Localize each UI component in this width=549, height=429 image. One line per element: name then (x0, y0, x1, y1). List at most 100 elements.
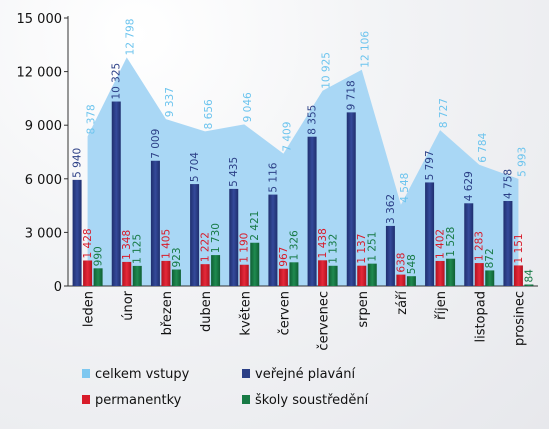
bar-1-4 (239, 264, 249, 286)
x-axis-ticks: leden únor březen duben květen červen červenec… (82, 290, 528, 350)
bar-0-0 (72, 179, 82, 286)
bar-2-11 (524, 284, 534, 286)
bar-0-4 (229, 188, 239, 286)
bar-2-3 (211, 255, 221, 286)
bar-label-2-2: 923 (171, 247, 183, 267)
area-label-5: 7 409 (281, 122, 293, 152)
bar-label-2-11: 84 (523, 269, 535, 283)
bar-label-1-1: 1 348 (121, 230, 133, 260)
bar-label-0-2: 7 009 (150, 129, 162, 159)
y-tick-label: 9 000 (25, 119, 62, 134)
legend-swatch-2 (82, 395, 90, 404)
bar-label-1-10: 1 283 (474, 231, 486, 261)
x-tick-label-1: únor (121, 290, 136, 320)
bar-label-1-4: 1 190 (239, 233, 251, 263)
bar-2-8 (406, 276, 416, 286)
bar-1-3 (200, 264, 210, 286)
bar-label-0-11: 4 758 (502, 169, 514, 199)
bar-label-0-8: 3 362 (385, 194, 397, 224)
bar-1-0 (83, 260, 93, 286)
bar-label-0-4: 5 435 (228, 157, 240, 187)
bar-label-0-0: 5 940 (72, 148, 84, 178)
bar-0-7 (346, 112, 356, 286)
y-tick-label: 3 000 (25, 226, 62, 241)
bar-label-2-3: 1 730 (210, 223, 222, 253)
bar-label-1-2: 1 405 (160, 229, 172, 259)
bar-label-2-0: 990 (93, 246, 105, 266)
bar-2-5 (289, 262, 299, 286)
bar-label-2-7: 1 251 (367, 232, 379, 262)
x-tick-label-4: květen (238, 291, 253, 336)
bar-1-6 (318, 260, 328, 286)
legend-label-3: školy soustředění (255, 393, 369, 408)
bar-2-0 (93, 268, 103, 286)
bar-label-0-5: 5 116 (267, 162, 279, 192)
legend-swatch-0 (82, 369, 90, 378)
bar-2-9 (446, 258, 456, 286)
x-tick-label-7: srpen (356, 291, 371, 328)
bar-2-2 (171, 269, 181, 286)
bar-0-11 (503, 200, 513, 286)
bar-0-1 (111, 101, 121, 286)
bar-1-9 (435, 260, 445, 286)
bar-1-1 (122, 261, 132, 286)
bar-label-2-9: 1 528 (445, 227, 457, 257)
bars-layer (72, 101, 534, 286)
bar-2-6 (328, 265, 338, 286)
area-label-8: 4 548 (399, 173, 411, 203)
bar-0-5 (268, 194, 278, 286)
x-tick-label-2: březen (160, 291, 175, 335)
x-tick-label-0: leden (82, 291, 97, 327)
bar-1-5 (278, 268, 288, 286)
area-label-3: 8 656 (203, 99, 215, 129)
bar-label-1-5: 967 (278, 247, 290, 267)
bar-0-9 (425, 182, 435, 286)
bar-1-10 (474, 263, 484, 286)
bar-label-0-6: 8 355 (307, 105, 319, 135)
bar-label-1-7: 1 137 (356, 234, 368, 264)
x-tick-label-9: říjen (434, 291, 449, 320)
area-label-0: 8 378 (86, 104, 98, 134)
legend-label-1: veřejné plavání (255, 367, 355, 382)
legend-label-0: celkem vstupy (95, 367, 190, 382)
y-tick-label: 6 000 (25, 173, 62, 188)
area-label-10: 6 784 (477, 132, 489, 162)
bar-2-10 (485, 270, 495, 286)
bar-0-3 (190, 184, 200, 286)
legend-label-2: permanentky (95, 393, 182, 408)
bar-label-0-1: 10 325 (111, 63, 123, 100)
legend-swatch-1 (242, 369, 250, 378)
bar-label-2-4: 2 421 (249, 211, 261, 241)
y-tick-label: 12 000 (17, 66, 63, 81)
bar-1-2 (161, 260, 171, 286)
bar-label-0-10: 4 629 (463, 171, 475, 201)
axes: 0 3 000 6 000 9 000 12 000 15 000 (17, 12, 538, 295)
bar-1-11 (513, 265, 523, 286)
legend: celkem vstupy veřejné plavání permanentky š… (82, 367, 369, 408)
bar-label-1-6: 1 438 (317, 228, 329, 258)
bar-0-10 (464, 203, 474, 286)
bar-label-0-7: 9 718 (346, 80, 358, 110)
bar-label-1-11: 1 151 (513, 233, 525, 263)
x-tick-label-6: červenec (317, 291, 332, 351)
bar-label-2-5: 1 326 (288, 230, 300, 260)
bar-2-4 (250, 242, 260, 286)
bar-label-2-1: 1 125 (132, 234, 144, 264)
x-tick-label-8: září (395, 291, 410, 315)
x-tick-label-3: duben (199, 291, 214, 332)
bar-label-2-8: 548 (406, 254, 418, 274)
area-label-6: 10 925 (321, 52, 333, 89)
bar-label-1-8: 638 (395, 253, 407, 273)
area-label-11: 5 993 (516, 147, 528, 177)
bar-label-2-6: 1 132 (328, 234, 340, 264)
x-tick-label-11: prosinec (512, 291, 527, 346)
bar-label-1-9: 1 402 (435, 229, 447, 259)
y-tick-label: 0 (54, 280, 62, 295)
bar-label-1-0: 1 428 (82, 228, 94, 258)
bar-1-8 (396, 274, 406, 286)
bar-label-2-10: 872 (484, 248, 496, 268)
bar-2-1 (132, 265, 142, 286)
y-tick-label: 15 000 (17, 12, 63, 27)
